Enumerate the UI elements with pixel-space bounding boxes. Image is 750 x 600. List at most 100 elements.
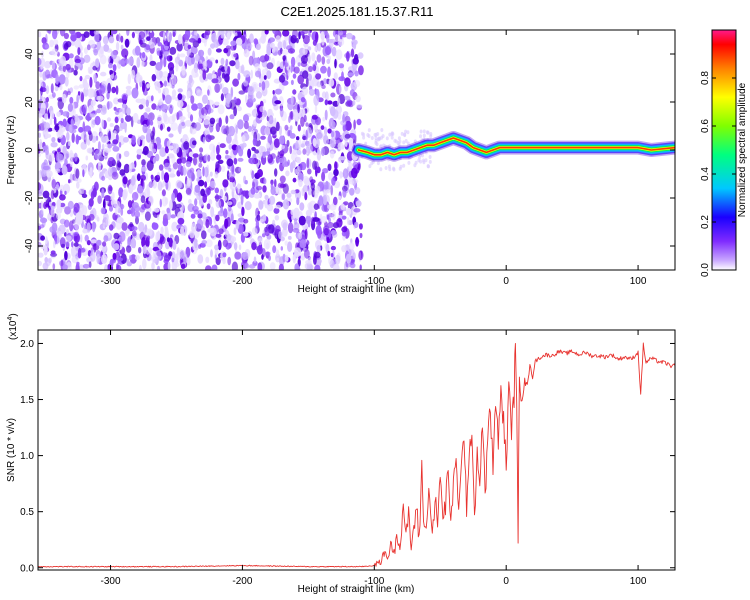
noise-speck (107, 166, 113, 177)
noise-speck (72, 102, 75, 113)
noise-speck (281, 39, 288, 49)
noise-speck (147, 118, 151, 129)
noise-speck (209, 117, 216, 125)
noise-speck (302, 47, 308, 55)
noise-speck (274, 100, 282, 105)
noise-speck (322, 116, 326, 122)
noise-speck (190, 213, 196, 219)
noise-speck (348, 66, 355, 72)
noise-speck (217, 104, 225, 115)
noise-speck (315, 31, 319, 43)
noise-speck (243, 232, 249, 237)
noise-speck (208, 199, 213, 205)
colorbar: 0.0 0.2 0.4 0.6 0.8 Normalized spectral ampl… (700, 29, 748, 277)
noise-speck (235, 124, 238, 135)
noise-speck (402, 140, 406, 145)
noise-speck (131, 135, 136, 145)
noise-speck (91, 135, 97, 143)
noise-speck (49, 39, 54, 48)
noise-speck (138, 221, 145, 233)
noise-speck (80, 131, 87, 140)
noise-speck (234, 32, 238, 37)
noise-speck (202, 60, 208, 69)
noise-speck (163, 254, 171, 262)
noise-speck (45, 96, 50, 103)
noise-speck (118, 187, 124, 198)
noise-speck (244, 201, 252, 211)
noise-speck (327, 204, 332, 209)
noise-speck (322, 194, 328, 206)
y-tick-label: 1.5 (20, 395, 34, 406)
noise-speck (120, 207, 124, 216)
noise-speck (359, 264, 362, 270)
noise-speck (163, 80, 167, 87)
noise-speck (266, 204, 274, 212)
noise-speck (230, 213, 234, 223)
noise-speck (54, 161, 62, 172)
noise-speck (108, 186, 113, 192)
noise-speck (142, 258, 147, 270)
noise-speck (77, 91, 81, 96)
noise-speck (247, 85, 255, 96)
noise-speck (212, 145, 216, 154)
noise-speck (94, 149, 102, 160)
noise-speck (133, 205, 141, 212)
noise-speck (63, 219, 70, 228)
noise-speck (198, 63, 204, 69)
noise-speck (290, 209, 296, 216)
noise-speck (88, 105, 93, 113)
noise-speck (364, 141, 368, 146)
noise-speck (231, 261, 238, 270)
noise-speck (185, 55, 189, 64)
noise-speck (374, 140, 378, 145)
noise-speck (78, 189, 82, 196)
noise-speck (388, 167, 392, 172)
noise-speck (129, 222, 134, 228)
noise-speck (125, 58, 129, 65)
noise-speck (196, 169, 202, 178)
noise-speck (166, 209, 172, 221)
noise-speck (190, 55, 195, 65)
noise-speck (320, 125, 325, 130)
noise-speck (136, 173, 141, 182)
noise-speck (421, 153, 424, 158)
noise-speck (194, 198, 198, 207)
noise-speck (390, 135, 394, 140)
noise-speck (302, 175, 309, 184)
noise-speck (88, 213, 95, 221)
noise-speck (219, 83, 223, 90)
noise-speck (174, 56, 181, 64)
noise-speck (422, 133, 426, 138)
y-tick-label: 20 (24, 96, 35, 108)
noise-speck (180, 226, 185, 236)
noise-speck (197, 254, 204, 264)
noise-speck (323, 78, 327, 85)
noise-speck (404, 129, 408, 134)
noise-speck (286, 192, 292, 199)
noise-speck (161, 196, 168, 207)
noise-speck (177, 100, 184, 108)
noise-speck (289, 145, 293, 155)
y-tick-label: -40 (24, 238, 35, 253)
noise-speck (172, 162, 178, 170)
noise-speck (270, 186, 277, 195)
noise-speck (76, 181, 80, 189)
noise-speck (84, 74, 91, 80)
noise-speck (196, 193, 200, 201)
noise-speck (146, 36, 151, 41)
noise-speck (132, 112, 139, 123)
noise-speck (109, 69, 114, 75)
noise-speck (194, 184, 201, 193)
noise-speck (51, 201, 56, 207)
noise-speck (101, 143, 105, 150)
noise-speck (295, 37, 299, 44)
noise-speck (130, 177, 136, 186)
noise-speck (64, 190, 67, 195)
noise-speck (297, 74, 305, 85)
noise-speck (264, 126, 271, 136)
noise-speck (211, 32, 217, 43)
noise-speck (126, 30, 130, 36)
noise-speck (44, 60, 51, 69)
noise-speck (65, 41, 72, 48)
